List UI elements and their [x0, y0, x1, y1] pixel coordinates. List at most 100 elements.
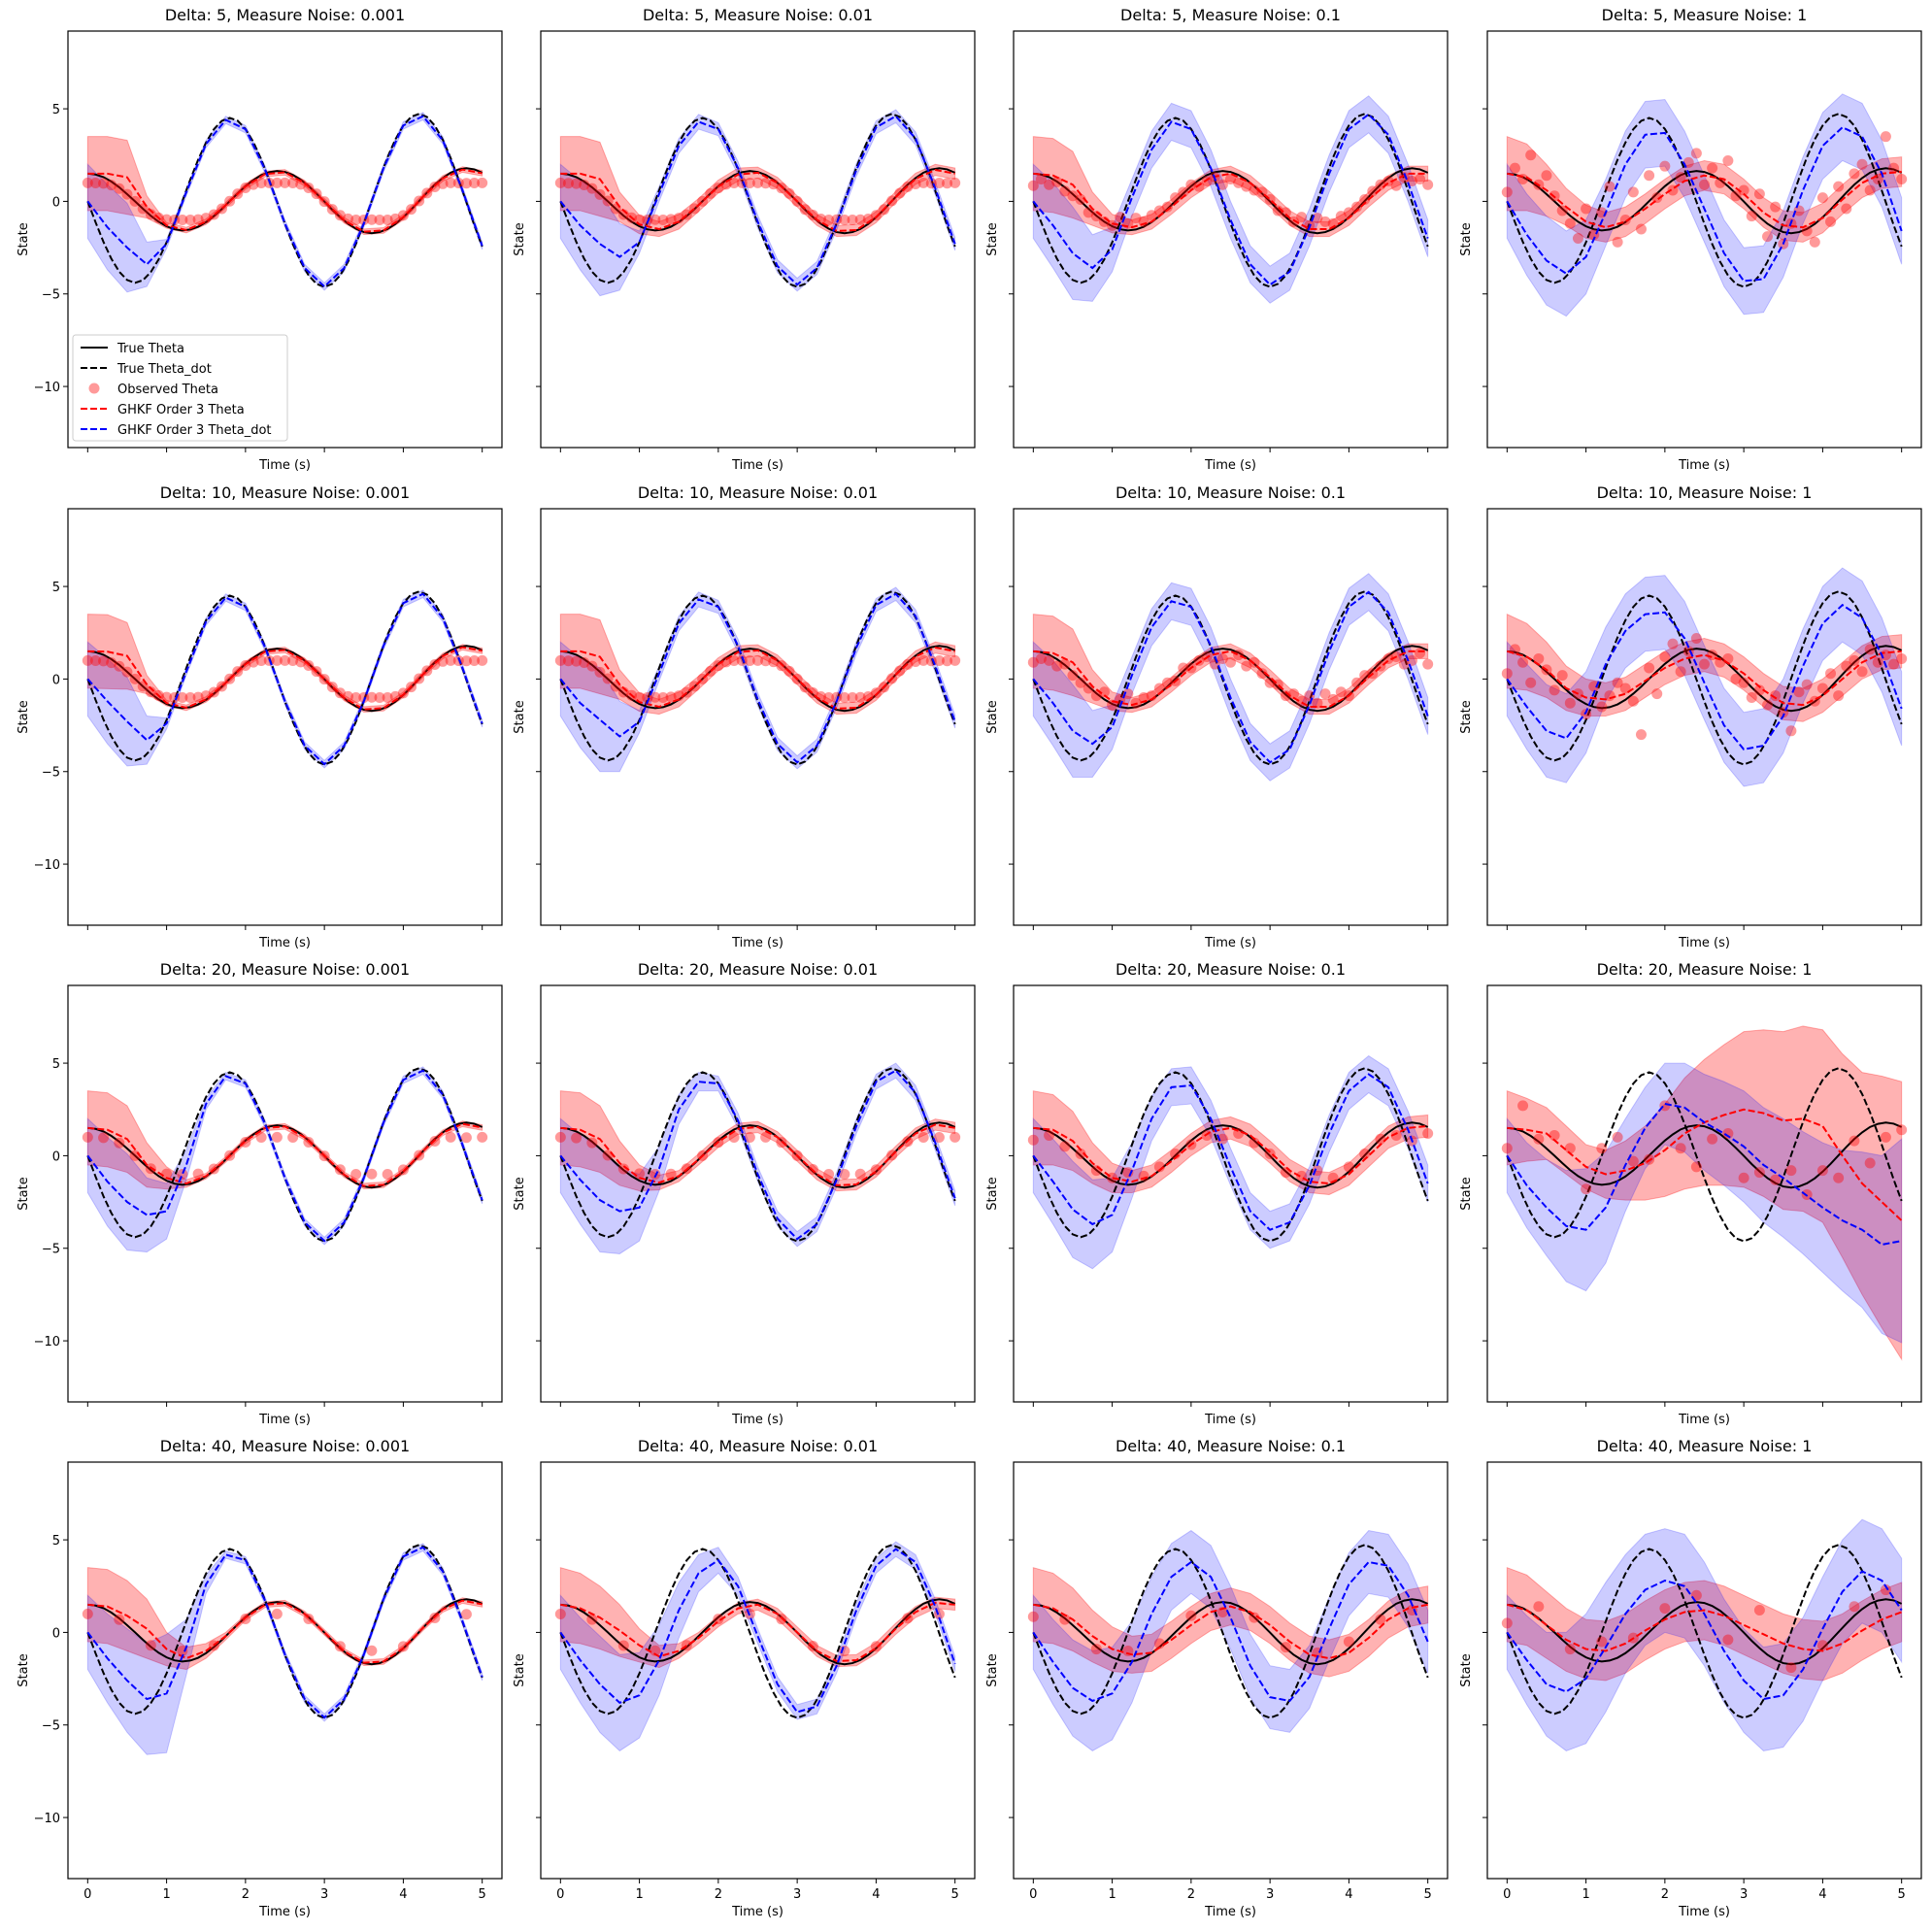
observed-theta-point: [854, 214, 866, 225]
plot-area: [82, 589, 488, 769]
observed-theta-point: [1722, 154, 1734, 166]
axes-frame: [67, 508, 503, 926]
observed-theta-point: [287, 1132, 299, 1144]
observed-theta-point: [1612, 1131, 1623, 1143]
observed-theta-point: [169, 214, 181, 225]
x-tick-label: 0: [1029, 1887, 1037, 1902]
x-tick-label: 2: [1661, 1887, 1669, 1902]
observed-theta-point: [1651, 688, 1663, 700]
observed-theta-point: [1675, 666, 1686, 678]
ghkf-theta-line: [560, 646, 955, 710]
observed-theta-point: [1659, 160, 1671, 172]
observed-theta-point: [594, 666, 606, 678]
observed-theta-point: [350, 214, 362, 225]
observed-theta-point: [184, 691, 196, 703]
observed-theta-point: [192, 1168, 204, 1180]
observed-theta-point: [1596, 701, 1608, 713]
observed-theta-point: [1675, 1143, 1686, 1154]
ghkf-theta-line: [87, 168, 483, 233]
legend-marker-icon: [88, 383, 100, 394]
observed-theta-point: [192, 214, 204, 225]
legend-label: True Theta_dot: [117, 362, 212, 377]
true-theta-line: [1507, 167, 1903, 235]
observed-theta-point: [854, 691, 866, 703]
axes-frame: [1486, 984, 1922, 1403]
observed-theta-point: [579, 656, 590, 668]
observed-theta-point: [586, 1614, 598, 1625]
observed-theta-point: [1762, 699, 1774, 711]
subplot: Delta: 20, Measure Noise: 0.01 Time (s) St…: [513, 960, 976, 1427]
observed-theta-point: [1825, 216, 1837, 227]
observed-theta-point: [366, 1645, 378, 1656]
legend-item: Observed Theta: [88, 383, 218, 397]
observed-theta-point: [657, 691, 669, 703]
observed-theta-point: [1596, 1636, 1608, 1648]
observed-theta-point: [460, 178, 472, 189]
observed-theta-point: [469, 178, 481, 189]
observed-theta-point: [854, 1168, 866, 1180]
observed-theta-point: [445, 1131, 456, 1143]
observed-theta-point: [1083, 207, 1094, 218]
observed-theta-point: [1722, 1634, 1734, 1646]
observed-theta-point: [1690, 148, 1702, 159]
observed-theta-point: [1216, 1133, 1228, 1145]
observed-theta-point: [389, 213, 401, 224]
x-axis-label: Time (s): [258, 1905, 311, 1919]
observed-theta-point: [1722, 1128, 1734, 1140]
y-axis-label: State: [17, 1653, 31, 1686]
subplot-title: Delta: 10, Measure Noise: 1: [1597, 483, 1813, 502]
observed-theta-point: [1627, 695, 1639, 707]
observed-theta-point: [1644, 662, 1655, 674]
observed-theta-point: [823, 1168, 835, 1180]
subplot-title: Delta: 20, Measure Noise: 0.01: [638, 960, 878, 979]
observed-theta-point: [1849, 168, 1860, 180]
observed-theta-point: [1351, 677, 1363, 688]
observed-theta-point: [1572, 233, 1583, 245]
observed-theta-point: [82, 1131, 93, 1143]
subplot-title: Delta: 10, Measure Noise: 0.001: [160, 483, 410, 502]
observed-theta-point: [1644, 170, 1655, 182]
observed-theta-point: [1059, 185, 1071, 197]
subplot-title: Delta: 20, Measure Noise: 0.1: [1116, 960, 1346, 979]
theta-confidence-band: [559, 1567, 956, 1669]
observed-theta-point: [397, 1164, 409, 1176]
y-tick-label: 0: [52, 1626, 60, 1641]
observed-theta-point: [1517, 1100, 1529, 1112]
observed-theta-point: [287, 655, 299, 667]
observed-theta-point: [460, 655, 472, 667]
observed-theta-point: [192, 691, 204, 703]
observed-theta-point: [255, 655, 267, 667]
subplot: −10 −5 0 5 Delta: 20, Measure Noise: 0.001 Ti…: [17, 960, 503, 1427]
x-tick-label: 3: [320, 1887, 328, 1902]
observed-theta-point: [1027, 656, 1039, 668]
plot-area: [1027, 95, 1434, 304]
observed-theta-point: [1816, 192, 1828, 204]
observed-theta-point: [1896, 652, 1908, 664]
subplot: 0 1 2 3 4 5 −10 −5 0 5 Delta: 40, Measure Noise: 0…: [17, 1437, 503, 1919]
observed-theta-point: [1707, 162, 1718, 174]
observed-theta-point: [1327, 693, 1339, 705]
observed-theta-point: [1035, 652, 1047, 664]
observed-theta-point: [1564, 1644, 1576, 1655]
true-theta-line: [1507, 1598, 1903, 1666]
legend-item: True Theta: [81, 342, 184, 356]
observed-theta-point: [665, 214, 677, 225]
observed-theta-point: [1138, 1170, 1149, 1182]
x-axis-label: Time (s): [1204, 458, 1256, 473]
theta-confidence-band: [559, 1090, 956, 1192]
x-axis-label: Time (s): [1204, 1413, 1256, 1427]
theta-dot-confidence-band: [1506, 567, 1903, 787]
observed-theta-point: [89, 178, 101, 189]
x-tick-label: 5: [479, 1887, 486, 1902]
observed-theta-point: [870, 687, 882, 699]
observed-theta-point: [586, 1137, 598, 1149]
plot-area: [1501, 567, 1908, 787]
theta-confidence-band: [1506, 1566, 1903, 1682]
true-theta-dot-line: [1506, 1067, 1903, 1243]
observed-theta-point: [1707, 1133, 1718, 1145]
observed-theta-point: [1715, 177, 1726, 188]
true-theta-dot-line: [1506, 590, 1903, 766]
observed-theta-point: [1335, 211, 1347, 222]
axes-frame: [540, 508, 976, 926]
observed-theta-point: [1816, 683, 1828, 694]
